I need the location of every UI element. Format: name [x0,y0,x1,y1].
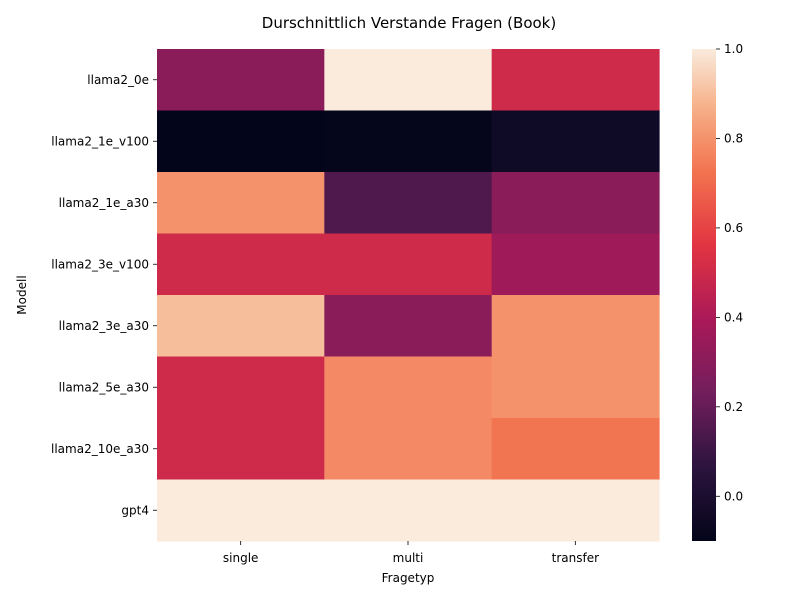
y-tick-label: llama2_10e_a30 [51,442,149,456]
y-axis-label: Modell [15,275,29,314]
y-tick-label: llama2_3e_v100 [51,257,149,271]
y-tick-label: llama2_1e_a30 [59,196,149,210]
colorbar-tick-label: 0.0 [724,489,743,503]
heatmap-cell [491,172,660,235]
colorbar-tick-label: 1.0 [724,42,743,56]
heatmap-cell [491,49,660,112]
colorbar-tick-label: 0.2 [724,400,743,414]
heatmap-cell [491,479,660,542]
heatmap-cell [157,295,325,358]
y-tick-label: gpt4 [121,503,149,517]
y-tick-label: llama2_1e_v100 [51,134,149,148]
colorbar-tick-label: 0.8 [724,131,743,145]
heatmap-cell [324,49,493,112]
heatmap-cell [324,233,493,296]
heatmap-cell [157,172,325,235]
heatmap-cell [324,418,493,481]
y-tick-label: llama2_3e_a30 [59,319,149,333]
heatmap-cell [491,233,660,296]
heatmap-cell [157,110,325,173]
heatmap-cell [157,418,325,481]
y-tick-label: llama2_0e [87,73,149,87]
heatmap-cell [324,172,493,235]
x-axis-label: Fragetyp [382,571,435,585]
heatmap-cells [157,49,660,542]
x-tick-label: multi [393,551,424,565]
y-tick-labels: llama2_0e llama2_1e_v100 llama2_1e_a30llam… [51,73,157,517]
colorbar: 0.0 0.2 0.4 0.6 0.8 1.0 [692,42,743,541]
heatmap-cell [157,356,325,419]
x-tick-label: transfer [552,551,599,565]
colorbar-tick-label: 0.6 [724,221,743,235]
x-tick-labels: single multi transfer [223,541,599,565]
heatmap-cell [324,295,493,358]
heatmap-cell [491,356,660,419]
heatmap-cell [157,49,325,112]
chart-title: Durschnittlich Verstande Fragen (Book) [262,14,556,32]
heatmap-cell [157,233,325,296]
heatmap-cell [491,110,660,173]
heatmap-cell [491,418,660,481]
y-tick-label: llama2_5e_a30 [59,380,149,394]
colorbar-tick-label: 0.4 [724,310,743,324]
heatmap-cell [324,356,493,419]
x-tick-label: single [223,551,259,565]
heatmap-cell [157,479,325,542]
heatmap-cell [324,479,493,542]
heatmap-cell [324,110,493,173]
colorbar-gradient [692,49,716,541]
heatmap-cell [491,295,660,358]
